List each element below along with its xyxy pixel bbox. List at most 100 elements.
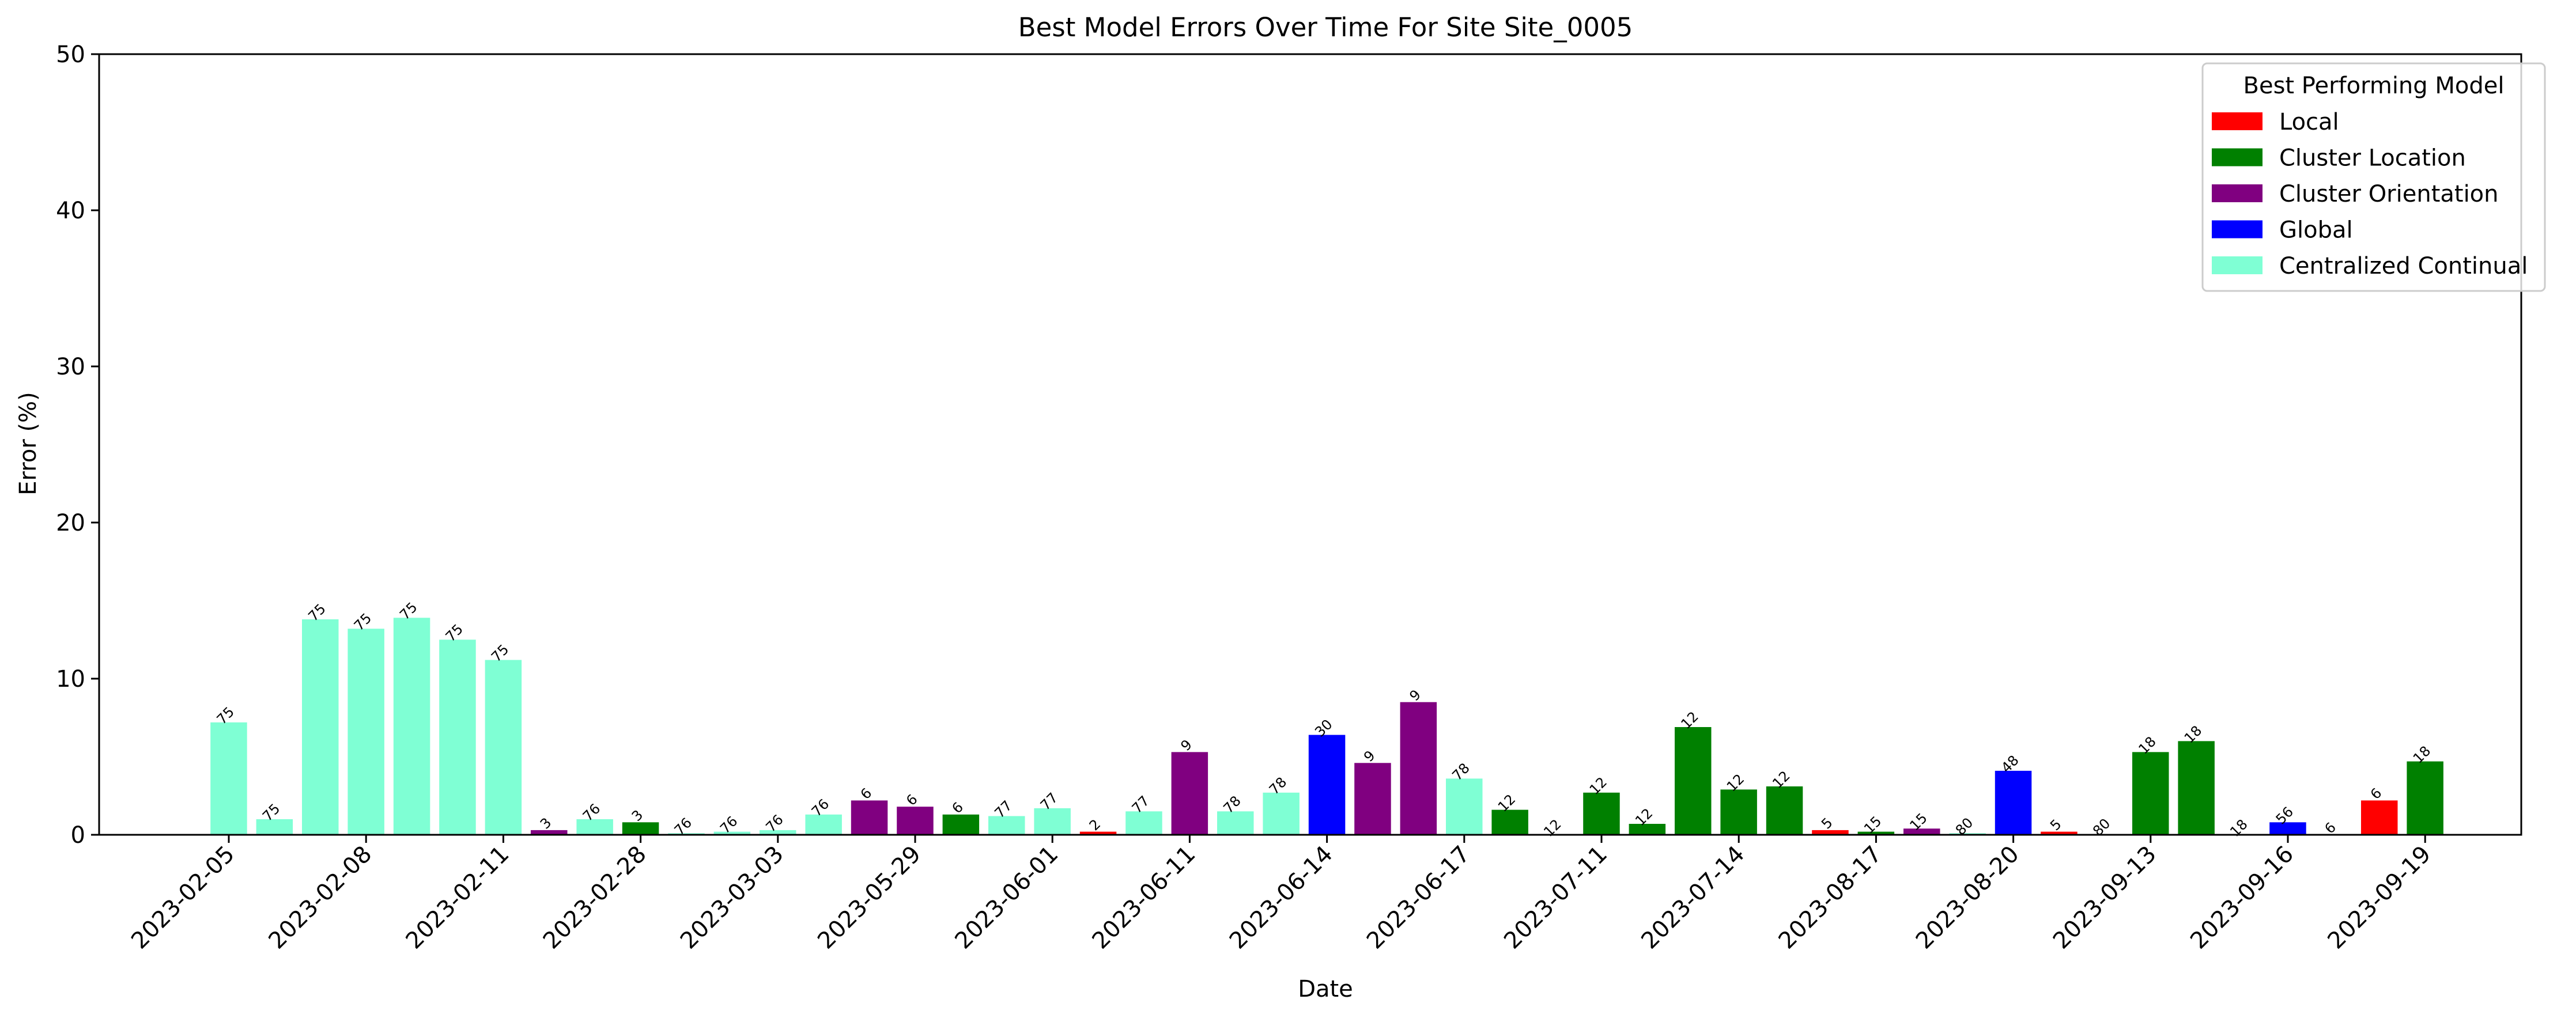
- x-tick-label-6: 2023-06-01: [950, 841, 1063, 955]
- bar-data-label-21: 9: [1177, 736, 1195, 754]
- bar-7: [531, 830, 568, 835]
- bar-32: [1675, 727, 1712, 835]
- bar-data-label-19: 2: [1086, 816, 1104, 834]
- y-tick-label-5: 50: [56, 41, 85, 68]
- bar-39: [1995, 770, 2032, 835]
- bar-35: [1812, 830, 1849, 835]
- bar-47: [2361, 800, 2398, 835]
- y-tick-label-3: 30: [56, 354, 85, 380]
- bar-data-label-15: 6: [903, 791, 921, 809]
- bar-21: [1171, 752, 1208, 835]
- bar-23: [1263, 792, 1300, 835]
- bar-data-label-25: 9: [1361, 747, 1378, 765]
- bar-13: [805, 814, 842, 835]
- x-tick-label-8: 2023-06-14: [1225, 841, 1338, 955]
- bar-34: [1766, 786, 1803, 835]
- x-tick-label-16: 2023-09-19: [2322, 841, 2436, 955]
- x-axis: 2023-02-05 2023-02-08 2023-02-11 2023-02-28…: [126, 835, 2436, 954]
- bar-19: [1079, 831, 1117, 835]
- legend-swatch-1: [2212, 148, 2263, 166]
- bar-30: [1583, 792, 1620, 835]
- bar-14: [851, 800, 888, 835]
- x-tick-label-2: 2023-02-11: [401, 841, 515, 955]
- bar-33: [1720, 789, 1757, 835]
- x-tick-label-5: 2023-05-29: [813, 841, 926, 955]
- x-tick-label-0: 2023-02-05: [126, 841, 240, 955]
- bar-17: [988, 816, 1025, 835]
- bar-5: [439, 639, 476, 835]
- bar-42: [2132, 752, 2169, 835]
- legend-entries: Local Cluster Location Cluster Orientation…: [2212, 109, 2528, 279]
- bar-22: [1217, 811, 1254, 835]
- x-tick-label-13: 2023-08-20: [1911, 841, 2024, 955]
- legend-swatch-2: [2212, 184, 2263, 202]
- x-tick-label-4: 2023-03-03: [675, 841, 789, 955]
- bar-data-label-29: 12: [1540, 816, 1564, 840]
- y-tick-label-2: 20: [56, 510, 85, 536]
- bar-0: [210, 722, 247, 835]
- bar-28: [1491, 809, 1528, 835]
- bar-37: [1903, 828, 1940, 835]
- bar-26: [1400, 702, 1437, 835]
- bar-data-label-44: 18: [2227, 816, 2250, 840]
- x-tick-label-12: 2023-08-17: [1774, 841, 1887, 955]
- bar-data-label-47: 6: [2367, 785, 2385, 803]
- bar-16: [942, 814, 980, 835]
- legend: Best Performing Model Local Cluster Locat…: [2201, 62, 2546, 292]
- bar-4: [393, 618, 430, 835]
- legend-title: Best Performing Model: [2243, 73, 2505, 99]
- y-tick-label-4: 40: [56, 198, 85, 224]
- bars-layer: [210, 618, 2443, 835]
- y-tick-label-0: 0: [71, 822, 85, 849]
- bar-6: [485, 660, 522, 835]
- bar-1: [256, 819, 293, 835]
- bar-48: [2407, 761, 2443, 835]
- legend-label-3: Global: [2279, 217, 2353, 244]
- bar-3: [348, 629, 384, 835]
- y-axis-label: Error (%): [15, 392, 41, 495]
- bar-2: [302, 619, 339, 835]
- bar-data-label-26: 9: [1406, 687, 1424, 705]
- bar-8: [576, 819, 613, 835]
- x-tick-label-7: 2023-06-11: [1087, 841, 1201, 955]
- x-tick-label-9: 2023-06-17: [1362, 841, 1475, 955]
- x-tick-label-10: 2023-07-11: [1499, 841, 1612, 955]
- bar-data-label-35: 5: [1818, 815, 1836, 832]
- bar-12: [760, 830, 796, 835]
- x-tick-label-1: 2023-02-08: [263, 841, 377, 955]
- x-tick-label-14: 2023-09-13: [2048, 841, 2162, 955]
- legend-swatch-0: [2212, 112, 2263, 130]
- y-axis: 0 10 20 30 40 50: [56, 41, 99, 849]
- bar-9: [622, 822, 659, 835]
- legend-label-1: Cluster Location: [2279, 145, 2466, 172]
- bar-25: [1354, 763, 1391, 835]
- bar-data-label-40: 5: [2047, 816, 2065, 834]
- legend-label-4: Centralized Continual: [2279, 253, 2528, 279]
- y-tick-label-1: 10: [56, 666, 85, 692]
- legend-label-0: Local: [2279, 109, 2339, 135]
- bar-40: [2041, 831, 2078, 835]
- bar-data-label-16: 6: [949, 799, 966, 817]
- bar-27: [1446, 778, 1483, 835]
- bar-18: [1034, 808, 1071, 835]
- legend-label-2: Cluster Orientation: [2279, 181, 2499, 207]
- legend-box: [2201, 62, 2546, 292]
- bar-data-label-9: 3: [629, 807, 647, 824]
- bar-43: [2178, 741, 2215, 835]
- plot-area-frame: [98, 53, 2522, 836]
- bar-31: [1629, 824, 1666, 835]
- x-tick-label-3: 2023-02-28: [538, 841, 652, 955]
- bar-24: [1308, 735, 1346, 835]
- legend-swatch-4: [2212, 256, 2263, 274]
- bar-36: [1857, 831, 1895, 835]
- bar-data-label-14: 6: [858, 785, 875, 803]
- bar-20: [1125, 811, 1162, 835]
- bar-data-label-7: 3: [537, 815, 555, 832]
- bar-45: [2269, 822, 2306, 835]
- x-tick-label-15: 2023-09-16: [2185, 841, 2299, 955]
- x-tick-label-11: 2023-07-14: [1636, 841, 1750, 955]
- bar-15: [897, 807, 934, 835]
- legend-swatch-3: [2212, 220, 2263, 239]
- bar-11: [713, 831, 751, 835]
